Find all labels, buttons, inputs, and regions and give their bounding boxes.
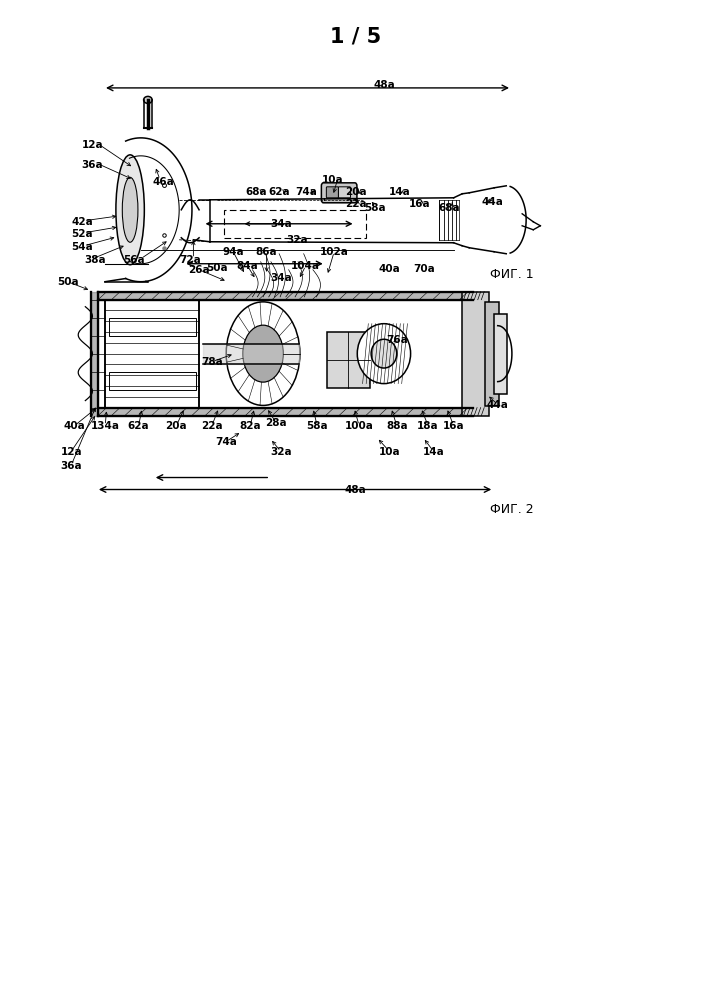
Text: 32a: 32a xyxy=(270,447,292,457)
Text: 68a: 68a xyxy=(245,187,267,197)
Text: 1 / 5: 1 / 5 xyxy=(330,27,381,47)
Text: 58a: 58a xyxy=(365,203,386,213)
Text: 74a: 74a xyxy=(215,437,237,447)
Text: 50a: 50a xyxy=(57,277,78,287)
Text: 94a: 94a xyxy=(223,247,244,257)
Text: 34a: 34a xyxy=(270,219,292,229)
Text: 62a: 62a xyxy=(268,187,289,197)
Text: 28a: 28a xyxy=(265,418,287,428)
Text: 16a: 16a xyxy=(409,199,430,209)
Text: 10a: 10a xyxy=(322,175,343,185)
Text: 134a: 134a xyxy=(91,421,119,431)
Text: 70a: 70a xyxy=(413,264,434,274)
FancyBboxPatch shape xyxy=(338,187,351,198)
Text: 76a: 76a xyxy=(386,335,407,345)
Text: 104a: 104a xyxy=(292,261,320,271)
Text: 54a: 54a xyxy=(71,242,93,252)
Ellipse shape xyxy=(144,96,152,103)
Bar xyxy=(327,332,370,388)
Text: 56a: 56a xyxy=(123,255,144,265)
Text: 58a: 58a xyxy=(306,421,328,431)
Text: 12a: 12a xyxy=(60,447,82,457)
Ellipse shape xyxy=(116,155,144,265)
Text: 36a: 36a xyxy=(82,160,103,170)
Text: 88a: 88a xyxy=(386,421,407,431)
Text: 44a: 44a xyxy=(481,197,503,207)
Bar xyxy=(462,292,489,416)
Text: 84a: 84a xyxy=(237,261,258,271)
Text: 10a: 10a xyxy=(379,447,400,457)
Bar xyxy=(105,300,199,408)
Text: 74a: 74a xyxy=(295,187,316,197)
Text: 44a: 44a xyxy=(487,400,508,410)
Text: 48a: 48a xyxy=(373,80,395,90)
Text: 78a: 78a xyxy=(201,357,223,367)
Text: 62a: 62a xyxy=(128,421,149,431)
Text: 40a: 40a xyxy=(379,264,400,274)
Text: 22a: 22a xyxy=(201,421,223,431)
Text: 14a: 14a xyxy=(389,187,410,197)
Text: 16a: 16a xyxy=(443,421,464,431)
Text: 20a: 20a xyxy=(345,187,366,197)
Ellipse shape xyxy=(226,302,300,406)
Text: 32a: 32a xyxy=(287,235,308,245)
Text: 72a: 72a xyxy=(180,255,201,265)
Text: 82a: 82a xyxy=(240,421,261,431)
Ellipse shape xyxy=(371,340,397,368)
Bar xyxy=(485,302,499,406)
Ellipse shape xyxy=(357,324,411,384)
Text: 52a: 52a xyxy=(71,229,92,239)
Ellipse shape xyxy=(242,325,284,383)
Text: 20a: 20a xyxy=(166,421,187,431)
Text: 12a: 12a xyxy=(82,140,103,150)
Text: 68a: 68a xyxy=(439,203,460,213)
Text: 18a: 18a xyxy=(417,421,439,431)
Text: 38a: 38a xyxy=(84,255,105,265)
Text: ФИГ. 1: ФИГ. 1 xyxy=(490,268,534,282)
Text: 102a: 102a xyxy=(320,247,348,257)
Text: 14a: 14a xyxy=(423,447,444,457)
FancyBboxPatch shape xyxy=(326,187,338,198)
Text: 46a: 46a xyxy=(153,177,175,187)
Bar xyxy=(109,318,196,336)
Text: 48a: 48a xyxy=(345,485,366,495)
Text: 22a: 22a xyxy=(345,199,366,209)
Text: 36a: 36a xyxy=(60,461,82,471)
Text: 26a: 26a xyxy=(188,265,210,275)
Text: 34a: 34a xyxy=(270,273,292,283)
Text: ФИГ. 2: ФИГ. 2 xyxy=(490,502,534,516)
Text: 40a: 40a xyxy=(64,421,85,431)
Text: 86a: 86a xyxy=(256,247,277,257)
Bar xyxy=(494,314,507,394)
Text: 42a: 42a xyxy=(71,217,93,227)
Text: 100a: 100a xyxy=(345,421,373,431)
Bar xyxy=(109,372,196,390)
Text: 50a: 50a xyxy=(206,263,228,273)
FancyBboxPatch shape xyxy=(321,183,357,203)
Ellipse shape xyxy=(122,178,138,242)
